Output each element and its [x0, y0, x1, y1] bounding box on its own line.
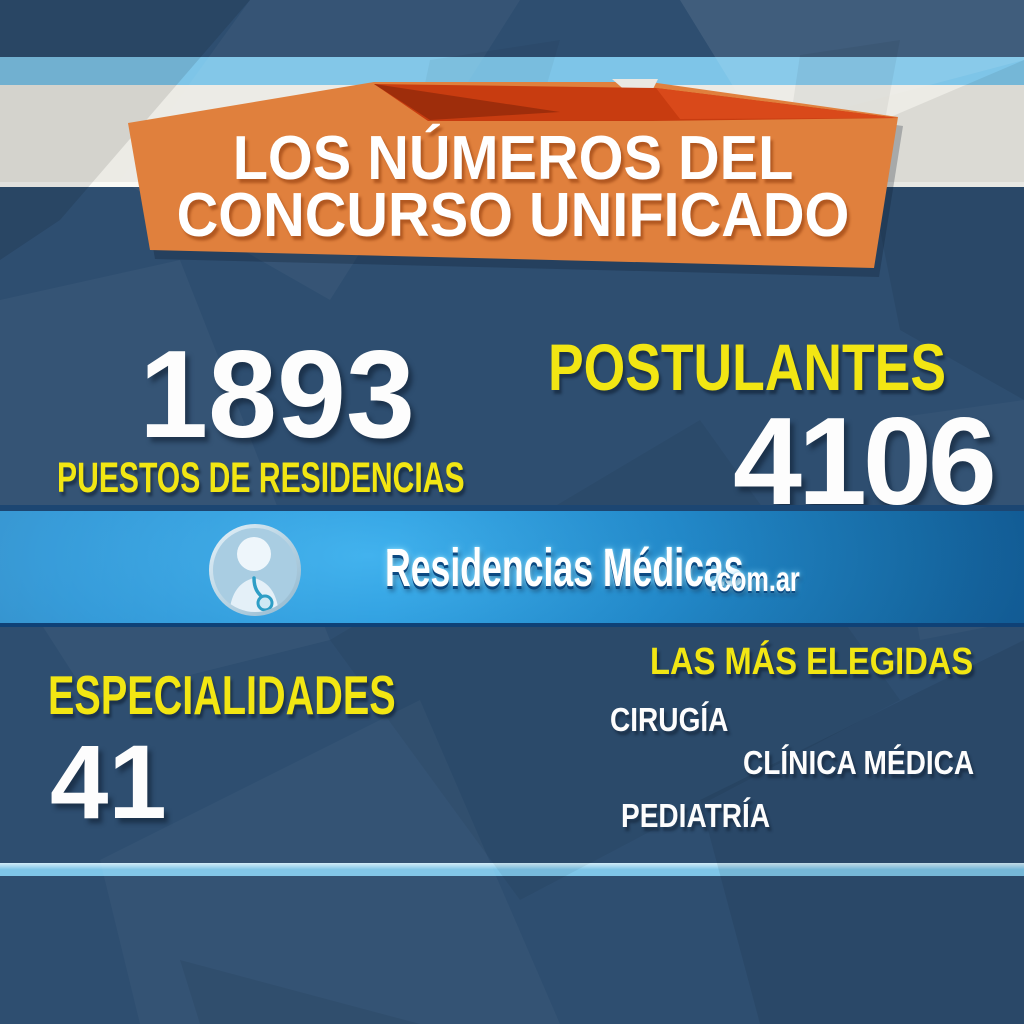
specialty-item-clinica-medica: CLÍNICA MÉDICA	[743, 744, 975, 781]
brand-domain-suffix: .com.ar	[710, 560, 800, 599]
puestos-value: 1893	[139, 326, 415, 464]
brand-name: Residencias Médicas	[385, 538, 744, 598]
bottom-stripe	[0, 863, 1024, 876]
banner-body	[128, 82, 898, 268]
fold-maroon	[374, 84, 560, 120]
avatar-head	[237, 537, 271, 571]
doctor-avatar-icon	[209, 524, 301, 616]
fold-red-bright	[656, 88, 898, 119]
specialty-item-cirugia: CIRUGÍA	[610, 701, 729, 738]
puestos-label: PUESTOS DE RESIDENCIAS	[57, 454, 465, 502]
banner-title-line1: LOS NÚMEROS DEL	[232, 124, 794, 193]
ribbon-banner-graphic	[128, 79, 903, 277]
postulantes-label: POSTULANTES	[548, 330, 947, 404]
brand-band	[0, 511, 1024, 623]
banner-title-line2: CONCURSO UNIFICADO	[176, 181, 850, 250]
stethoscope-disc-icon	[256, 594, 274, 612]
brand-band-bottom-edge	[0, 623, 1024, 627]
brand-band-top-edge	[0, 505, 1024, 511]
banner-title: LOS NÚMEROS DEL CONCURSO UNIFICADO	[128, 124, 898, 250]
postulantes-value: 4106	[733, 393, 997, 531]
especialidades-value: 41	[50, 724, 167, 841]
top-stripe	[0, 57, 1024, 85]
especialidades-label: ESPECIALIDADES	[48, 664, 396, 726]
specialty-item-pediatria: PEDIATRÍA	[621, 797, 771, 834]
most-chosen-heading: LAS MÁS ELEGIDAS	[650, 641, 974, 683]
